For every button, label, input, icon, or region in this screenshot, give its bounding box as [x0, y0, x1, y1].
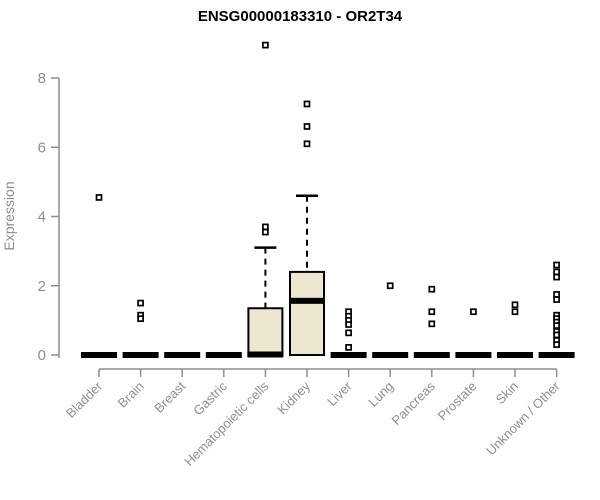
chart-title: ENSG00000183310 - OR2T34 — [198, 8, 403, 25]
x-tick-label-prostate: Prostate — [435, 379, 480, 424]
box-kidney — [289, 100, 325, 356]
box-series — [81, 41, 575, 358]
collapsed-box-bar — [455, 352, 492, 358]
outlier-point — [386, 282, 394, 290]
collapsed-box-bar — [538, 352, 575, 358]
box-liver — [330, 308, 367, 358]
box-pancreas — [413, 285, 450, 358]
outlier-point — [262, 228, 269, 236]
y-tick-label: 6 — [38, 139, 46, 156]
outlier-point — [553, 268, 560, 276]
x-tick-label-pancreas: Pancreas — [388, 378, 438, 428]
collapsed-box-bar — [497, 352, 533, 358]
x-tick-label-kidney: Kidney — [274, 378, 313, 417]
collapsed-box-bar — [330, 352, 367, 358]
x-tick-label-unknown-other: Unknown / Other — [483, 378, 563, 458]
outlier-point — [553, 261, 560, 269]
outlier-point — [262, 41, 269, 49]
outlier-point — [137, 299, 144, 307]
box-bladder — [81, 194, 117, 358]
collapsed-box-bar — [122, 352, 159, 358]
outlier-point — [511, 301, 519, 309]
outlier-point — [95, 194, 103, 201]
x-tick-label-bladder: Bladder — [63, 378, 106, 421]
y-tick-label: 8 — [38, 70, 46, 87]
box-gastric — [205, 352, 242, 358]
outlier-point — [428, 308, 436, 316]
outlier-point — [345, 344, 352, 351]
collapsed-box-bar — [205, 352, 242, 358]
outlier-point — [137, 315, 144, 322]
x-tick-label-lung: Lung — [365, 379, 396, 410]
x-tick-label-gastric: Gastric — [190, 378, 230, 418]
outlier-point — [511, 308, 519, 316]
outlier-point — [553, 273, 560, 281]
collapsed-box-bar — [164, 352, 201, 358]
outlier-point — [553, 291, 560, 298]
box-prostate — [455, 308, 492, 358]
outlier-point — [262, 223, 269, 231]
x-tick-label-skin: Skin — [493, 379, 521, 407]
y-axis: 0 2 4 6 8 — [38, 70, 60, 364]
outlier-point — [553, 322, 560, 329]
outlier-point — [553, 331, 560, 339]
collapsed-box-bar — [372, 352, 409, 358]
box-skin — [497, 301, 533, 358]
collapsed-box-bar — [413, 352, 450, 358]
y-axis-label: Expression — [1, 181, 17, 250]
x-tick-label-liver: Liver — [324, 378, 355, 409]
x-tick-label-brain: Brain — [115, 379, 147, 411]
outlier-point — [553, 296, 560, 303]
outlier-point — [553, 341, 560, 348]
x-tick-label-breast: Breast — [151, 378, 188, 415]
y-tick-label: 4 — [38, 209, 46, 226]
outlier-point — [303, 140, 311, 148]
outlier-point — [428, 320, 436, 328]
y-tick-label: 2 — [38, 278, 46, 295]
box-brain — [122, 299, 159, 358]
y-tick-label: 0 — [38, 347, 46, 364]
box-rect — [289, 270, 325, 356]
outlier-point — [428, 285, 436, 293]
outlier-point — [345, 321, 352, 328]
outlier-point — [303, 100, 311, 108]
box-hematopoietic-cells — [247, 41, 284, 358]
collapsed-box-bar — [81, 352, 117, 358]
outlier-point — [345, 329, 352, 337]
outlier-point — [470, 308, 477, 316]
box-unknown-other — [538, 261, 575, 358]
box-breast — [164, 352, 201, 358]
box-lung — [372, 282, 409, 358]
median-line — [289, 297, 325, 304]
box-rect — [247, 307, 284, 357]
median-line — [247, 351, 284, 358]
outlier-point — [303, 123, 311, 130]
